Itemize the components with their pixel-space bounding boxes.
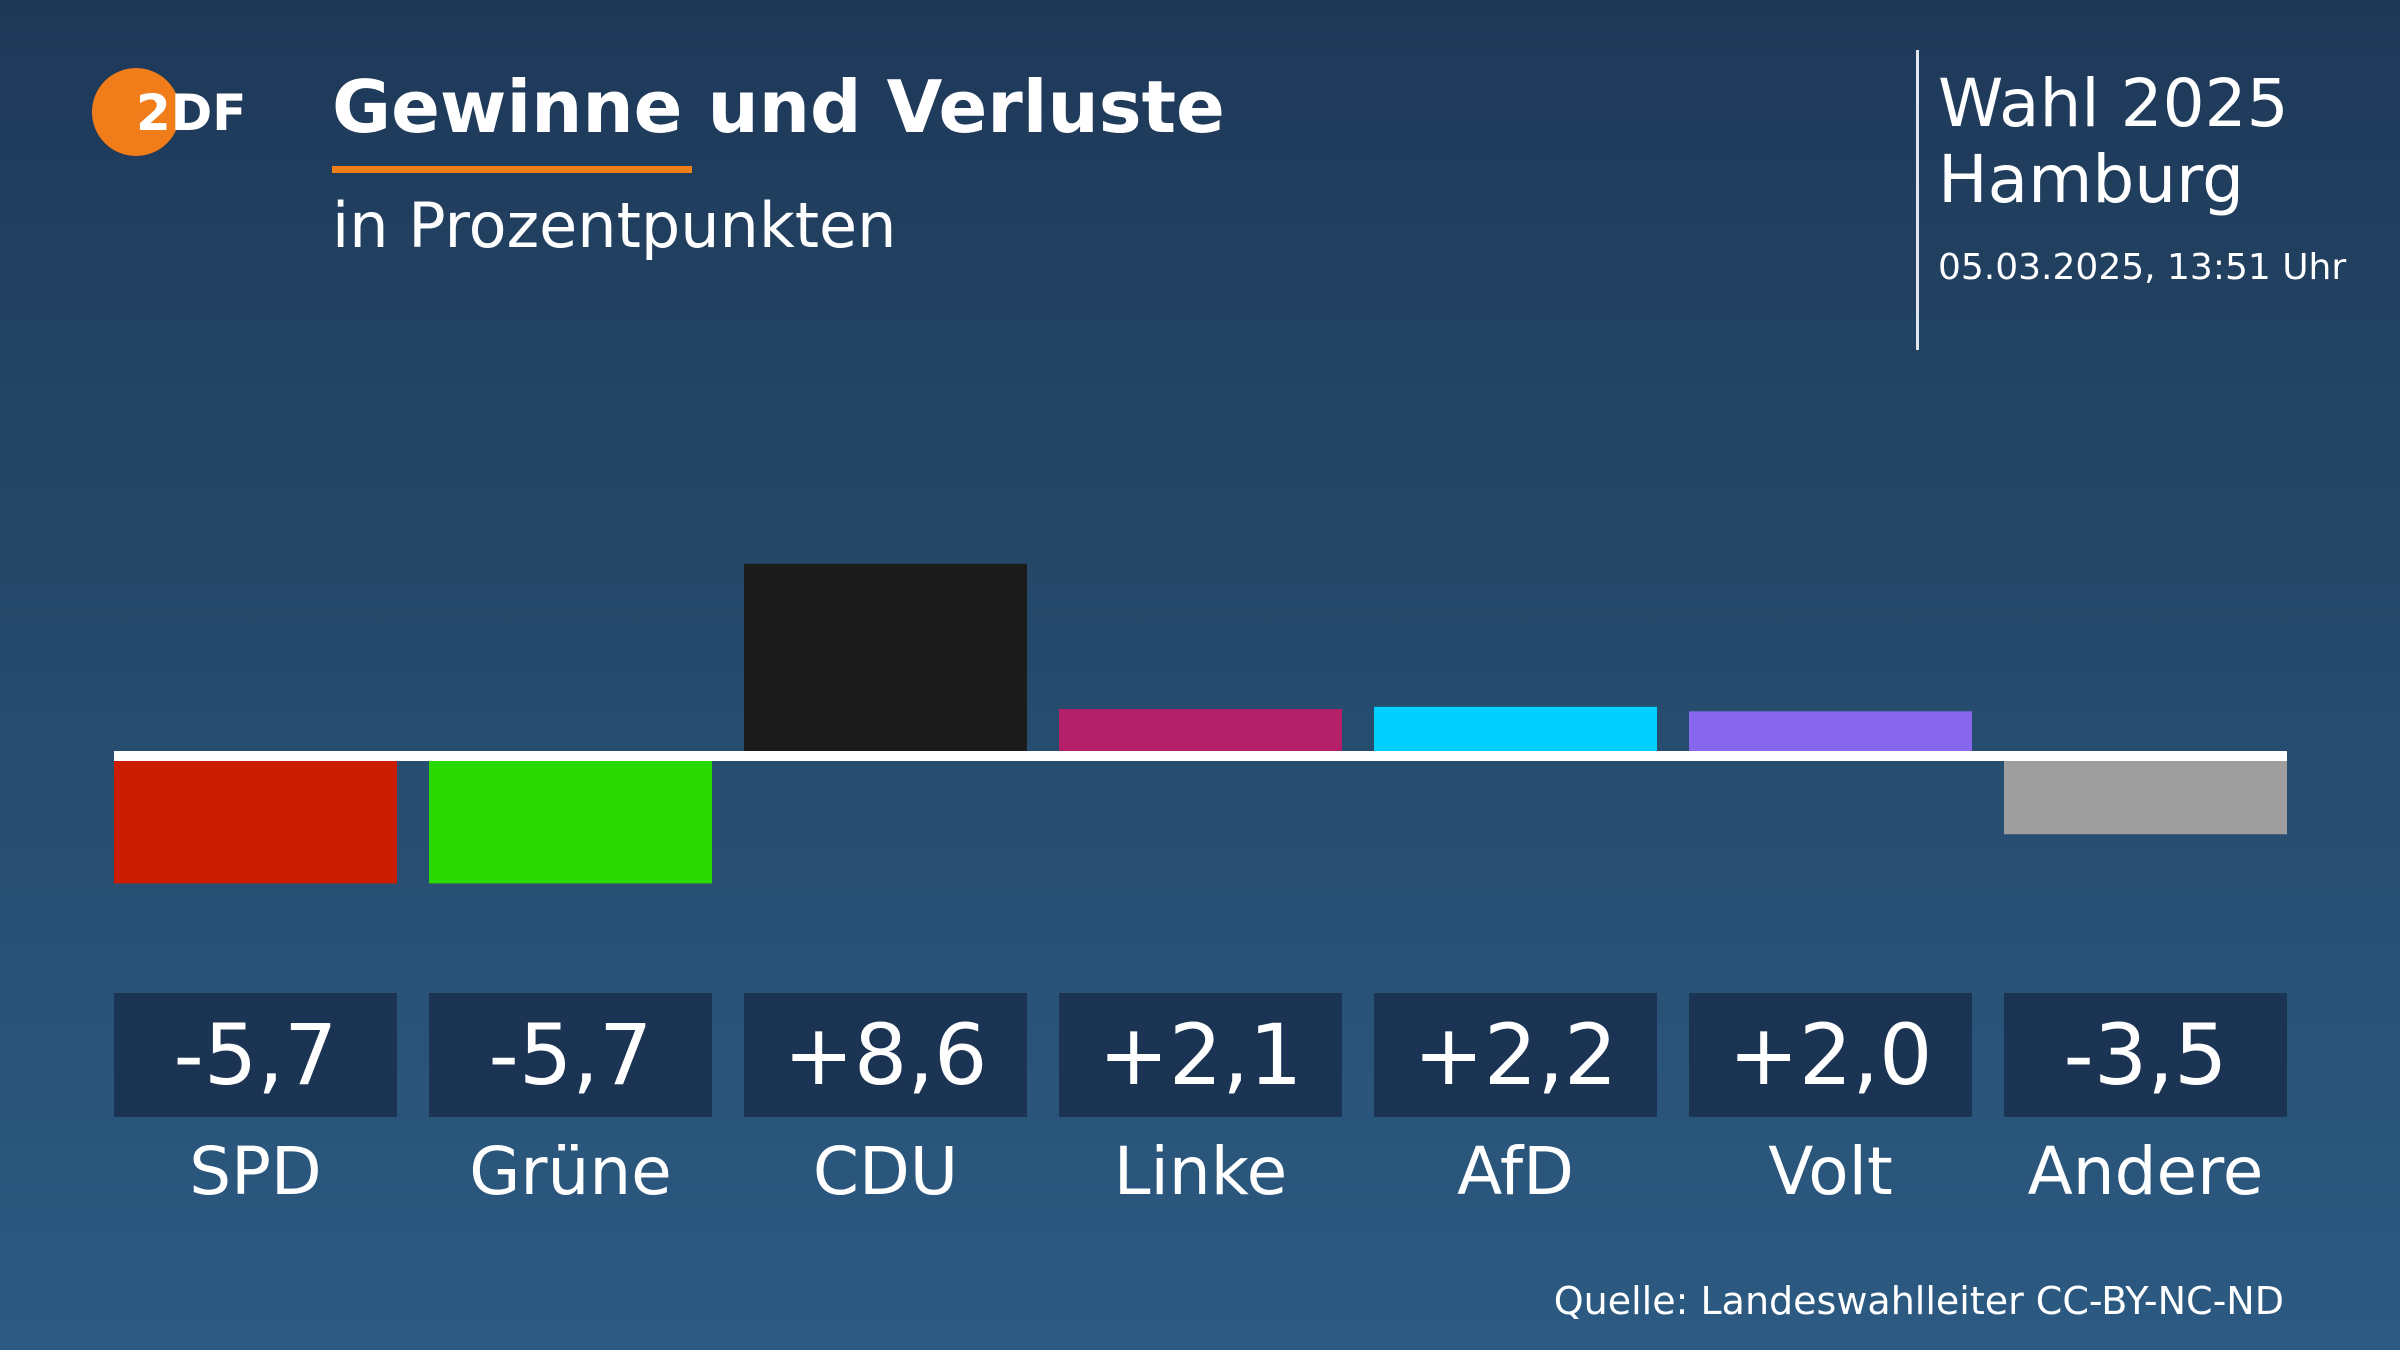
value-box: -3,5	[2004, 993, 2287, 1117]
category-label: Grüne	[469, 1133, 672, 1210]
category-label: Linke	[1113, 1133, 1288, 1210]
chart-subtitle: in Prozentpunkten	[332, 189, 897, 262]
election-timestamp: 05.03.2025, 13:51 Uhr	[1938, 247, 2347, 288]
bar-linke	[1059, 709, 1342, 756]
category-label: Volt	[1768, 1133, 1893, 1210]
election-title: Wahl 2025	[1938, 65, 2289, 142]
value-label: -3,5	[2063, 1006, 2228, 1104]
value-box: -5,7	[114, 993, 397, 1117]
value-box: -5,7	[429, 993, 712, 1117]
category-label: SPD	[189, 1133, 322, 1210]
category-label: CDU	[812, 1133, 959, 1210]
value-box: +2,1	[1059, 993, 1342, 1117]
chart-title: Gewinne und Verluste	[332, 65, 1225, 149]
category-label: AfD	[1457, 1133, 1574, 1210]
bar-andere	[2004, 756, 2287, 835]
value-box: +8,6	[744, 993, 1027, 1117]
value-box: +2,0	[1689, 993, 1972, 1117]
category-label: Andere	[2027, 1133, 2264, 1210]
value-label: +8,6	[783, 1006, 988, 1104]
value-label: -5,7	[488, 1006, 653, 1104]
value-label: +2,2	[1413, 1006, 1618, 1104]
value-label: +2,1	[1098, 1006, 1303, 1104]
zdf-logo-text: 2DF	[136, 84, 246, 142]
bar-cdu	[744, 563, 1027, 756]
source-credit: Quelle: Landeswahlleiter CC-BY-NC-ND	[1553, 1279, 2284, 1323]
bar-afd	[1374, 706, 1657, 756]
value-box: +2,2	[1374, 993, 1657, 1117]
title-underline	[332, 166, 692, 173]
value-label: -5,7	[173, 1006, 338, 1104]
zdf-logo: 2DF	[90, 66, 250, 158]
zero-baseline	[114, 751, 2287, 761]
bar-spd	[114, 756, 397, 884]
election-region: Hamburg	[1938, 141, 2244, 218]
bar-volt	[1689, 711, 1972, 756]
bar-grüne	[429, 756, 712, 884]
header-divider	[1916, 50, 1919, 350]
value-label: +2,0	[1728, 1006, 1933, 1104]
